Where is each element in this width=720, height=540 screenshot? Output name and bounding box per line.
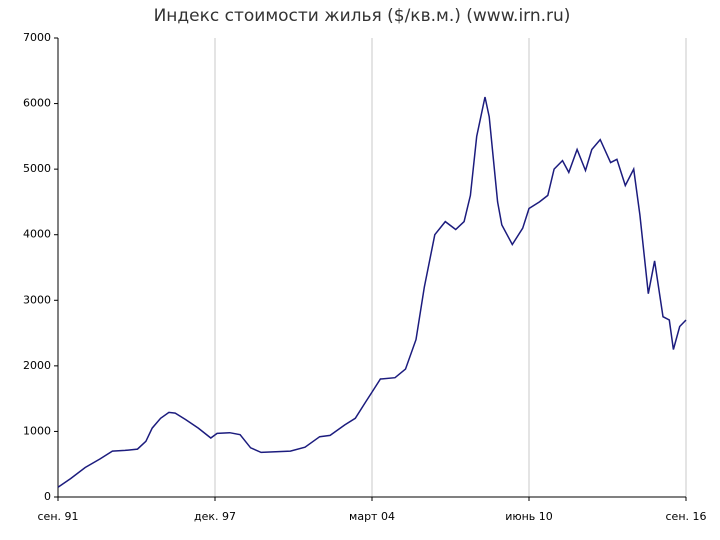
y-tick-label: 7000 <box>23 31 51 44</box>
y-tick-label: 2000 <box>23 359 51 372</box>
chart-title: Индекс стоимости жилья ($/кв.м.) (www.ir… <box>154 6 571 26</box>
x-tick-label: июнь 10 <box>505 510 553 523</box>
y-tick-label: 3000 <box>23 293 51 306</box>
y-tick-label: 5000 <box>23 162 51 175</box>
y-tick-label: 1000 <box>23 424 51 437</box>
y-tick-label: 0 <box>44 490 51 503</box>
x-tick-label: сен. 16 <box>666 510 707 523</box>
y-tick-label: 4000 <box>23 228 51 241</box>
x-tick-label: март 04 <box>349 510 395 523</box>
data-line <box>57 96 687 488</box>
y-tick-label: 6000 <box>23 97 51 110</box>
x-tick-label: сен. 91 <box>38 510 79 523</box>
x-tick-label: дек. 97 <box>194 510 236 523</box>
